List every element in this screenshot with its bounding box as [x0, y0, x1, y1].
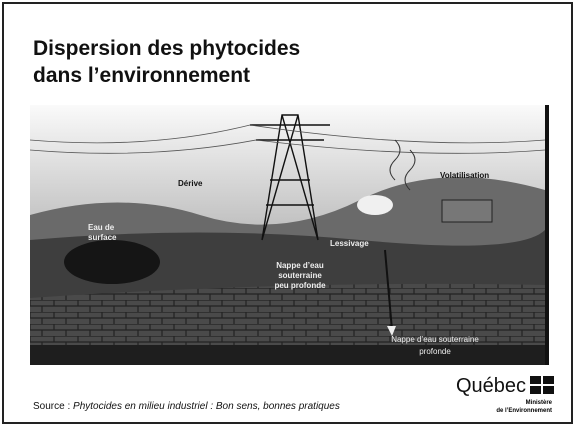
title-line: dans l’environnement [33, 64, 250, 87]
slide: Dispersion des phytocides dans l’environ… [0, 0, 576, 427]
deep-layer [30, 345, 545, 365]
label-volatilization: Volatilisation [440, 171, 489, 180]
spray-cloud [357, 195, 393, 215]
label-surface-water: surface [88, 233, 117, 242]
label-shallow: souterraine [278, 271, 322, 280]
source-prefix: Source : [33, 401, 73, 412]
pond [64, 240, 160, 284]
label-shallow: peu profonde [274, 281, 326, 290]
label-deep: Nappe d’eau souterraine [391, 335, 479, 344]
house [442, 200, 492, 222]
source: Source : Phytocides en milieu industriel… [33, 401, 340, 412]
label-leaching: Lessivage [330, 239, 369, 248]
label-deep: profonde [419, 347, 451, 356]
label-drift: Dérive [178, 179, 203, 188]
source-title: Phytocides en milieu industriel : Bon se… [73, 401, 340, 412]
label-shallow: Nappe d’eau [276, 261, 324, 270]
label-surface-water: Eau de [88, 223, 115, 232]
ministry: de l’Environnement [496, 408, 552, 414]
ministry: Ministère [526, 400, 553, 406]
logo: Québec [456, 375, 526, 397]
illustration: Dérive Volatilisation Eau de surface Les… [30, 105, 549, 365]
logo-flag [530, 376, 554, 394]
edge [545, 105, 549, 365]
title-line: Dispersion des phytocides [33, 37, 300, 60]
